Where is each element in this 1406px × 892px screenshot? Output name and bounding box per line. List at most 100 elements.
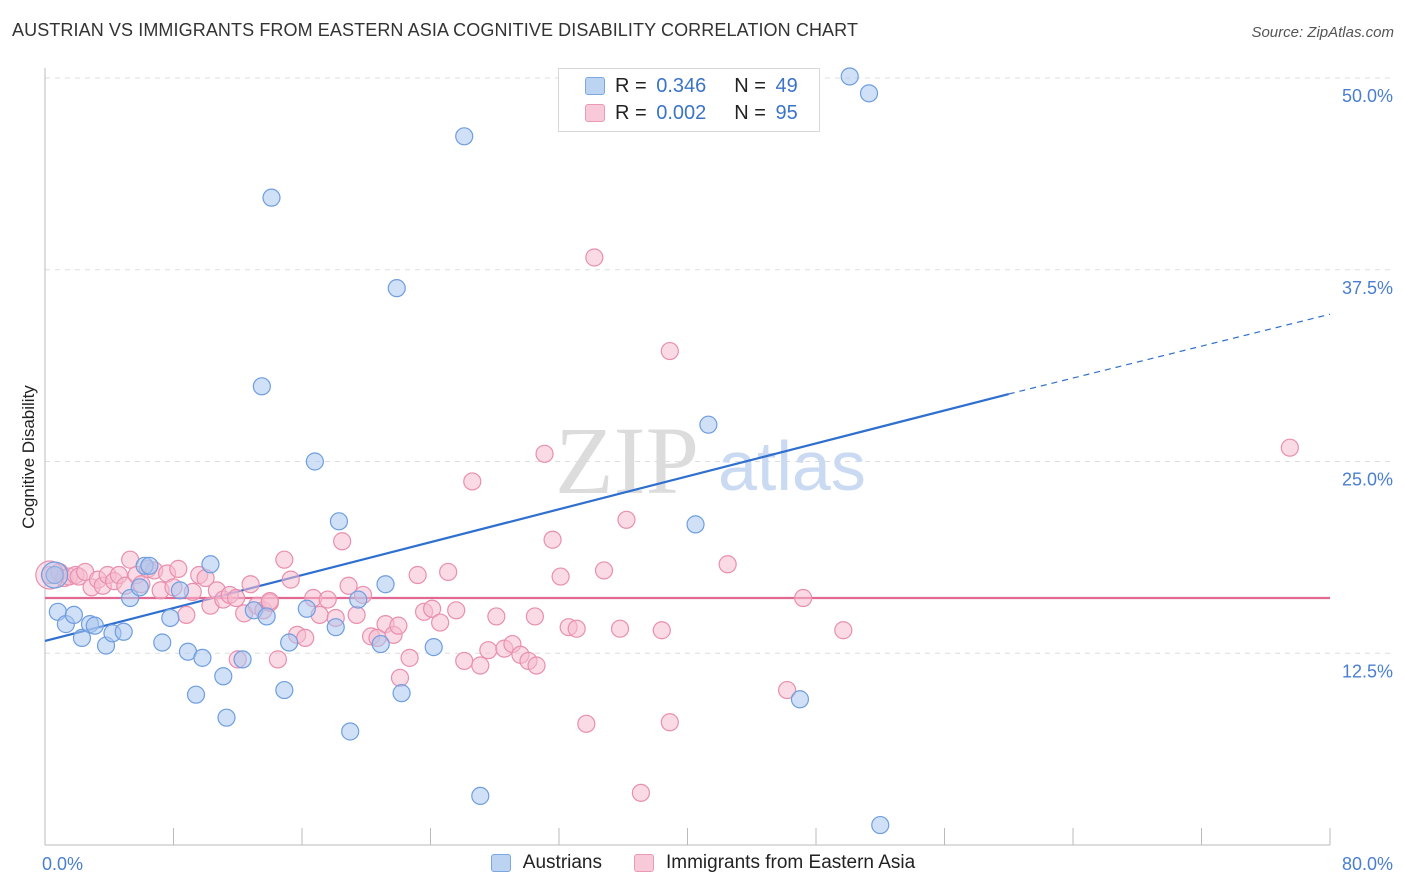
- immigrants-point: [408, 565, 427, 585]
- austrians-point: [686, 515, 705, 534]
- legend-n-value: 95: [775, 101, 798, 124]
- immigrants-point: [535, 444, 554, 463]
- legend-r-label: R =: [615, 101, 647, 124]
- austrians-point: [262, 188, 281, 207]
- austrians-point: [349, 590, 368, 609]
- austrians-point: [275, 680, 294, 700]
- legend-label-austrians: Austrians: [522, 852, 602, 873]
- austrians-point: [859, 84, 879, 103]
- immigrants-point: [794, 588, 813, 608]
- immigrants-point: [594, 561, 614, 580]
- austrians-point: [153, 633, 172, 652]
- austrians-point: [45, 565, 64, 585]
- legend-item-austrians: Austrians: [490, 852, 602, 874]
- austrians-point: [326, 618, 345, 637]
- immigrants-point: [439, 562, 458, 582]
- immigrants-point: [543, 530, 562, 549]
- legend-n-value: 49: [775, 74, 798, 97]
- series-austrians-points: [41, 67, 890, 835]
- swatch-pink: [585, 104, 605, 122]
- austrians-point: [280, 633, 299, 652]
- austrians-point: [455, 127, 474, 146]
- legend-r-value: 0.002: [656, 101, 707, 124]
- austrians-point: [392, 684, 411, 703]
- x-tick-label-max: 80.0%: [1342, 854, 1393, 874]
- legend-item-immigrants: Immigrants from Eastern Asia: [634, 852, 915, 874]
- y-tick-label: 12.5%: [1342, 661, 1393, 681]
- immigrants-point: [431, 613, 450, 632]
- axes: [44, 68, 1331, 846]
- immigrants-point: [617, 510, 636, 529]
- austrians-point: [114, 622, 133, 641]
- immigrants-point: [777, 680, 797, 700]
- immigrants-point: [1280, 438, 1299, 457]
- austrians-point: [699, 415, 718, 434]
- immigrants-point: [333, 532, 352, 551]
- austrians-point: [871, 815, 890, 835]
- immigrants-point: [260, 591, 279, 611]
- source-label: Source: ZipAtlas.com: [1251, 24, 1394, 41]
- immigrants-point: [660, 713, 679, 732]
- immigrants-point: [275, 550, 294, 569]
- legend-n-label: N =: [734, 74, 766, 97]
- series-legend: Austrians Immigrants from Eastern Asia: [0, 852, 1406, 874]
- gridlines: [45, 77, 1392, 654]
- immigrants-point: [567, 619, 586, 638]
- immigrants-point: [339, 576, 358, 595]
- immigrants-point: [389, 616, 408, 635]
- immigrants-point: [718, 555, 737, 574]
- austrians-point: [341, 722, 360, 741]
- immigrants-point: [471, 656, 490, 675]
- austrians-point: [376, 575, 395, 594]
- immigrants-point: [527, 656, 546, 675]
- austrians-point: [233, 650, 252, 669]
- austrians-point: [252, 377, 271, 396]
- swatch-blue: [490, 854, 511, 872]
- immigrants-point: [227, 588, 246, 608]
- austrians-point: [387, 279, 406, 298]
- immigrants-point: [455, 651, 474, 671]
- austrians-point: [790, 690, 810, 709]
- austrians-point: [161, 608, 180, 628]
- austrians-point: [217, 708, 236, 727]
- legend-row-immigrants: R = 0.002 N = 95: [585, 101, 798, 125]
- correlation-legend: R = 0.346 N = 49 R = 0.002 N = 95: [558, 68, 820, 132]
- immigrants-point: [423, 599, 442, 618]
- austrians-point: [471, 786, 490, 806]
- chart-title: AUSTRIAN VS IMMIGRANTS FROM EASTERN ASIA…: [12, 20, 859, 40]
- austrians-point: [170, 581, 190, 600]
- immigrants-point: [577, 714, 596, 733]
- legend-r-value: 0.346: [656, 74, 707, 97]
- immigrants-point: [318, 590, 337, 609]
- austrians-point: [305, 452, 324, 471]
- austrians-trend-extension: [1008, 313, 1331, 395]
- immigrants-point: [834, 621, 853, 640]
- x-tick-label-min: 0.0%: [42, 854, 83, 874]
- austrians-point: [329, 512, 349, 531]
- austrians-point: [64, 605, 84, 625]
- immigrants-point: [487, 607, 506, 626]
- austrians-point: [214, 667, 233, 686]
- legend-n-label: N =: [734, 101, 766, 124]
- immigrants-point: [631, 783, 651, 802]
- austrians-point: [297, 599, 316, 618]
- immigrants-point: [296, 628, 315, 648]
- austrians-point: [201, 555, 220, 574]
- immigrants-point: [525, 607, 545, 626]
- immigrants-point: [551, 567, 570, 586]
- immigrants-point: [347, 605, 366, 625]
- immigrants-point: [390, 668, 410, 687]
- immigrants-point: [447, 601, 466, 620]
- immigrants-point: [660, 341, 679, 361]
- austrians-point: [140, 556, 159, 575]
- watermark-atlas: atlas: [718, 427, 866, 505]
- austrians-point: [371, 634, 390, 654]
- austrians-point: [72, 628, 92, 648]
- watermark: ZIP atlas: [555, 407, 866, 514]
- austrians-trend-line: [44, 392, 1010, 643]
- watermark-zip: ZIP: [555, 407, 699, 514]
- immigrants-point: [479, 641, 498, 660]
- tick-labels: 12.5% 25.0% 37.5% 50.0% 0.0% 80.0%: [42, 86, 1393, 874]
- austrians-point: [186, 685, 206, 704]
